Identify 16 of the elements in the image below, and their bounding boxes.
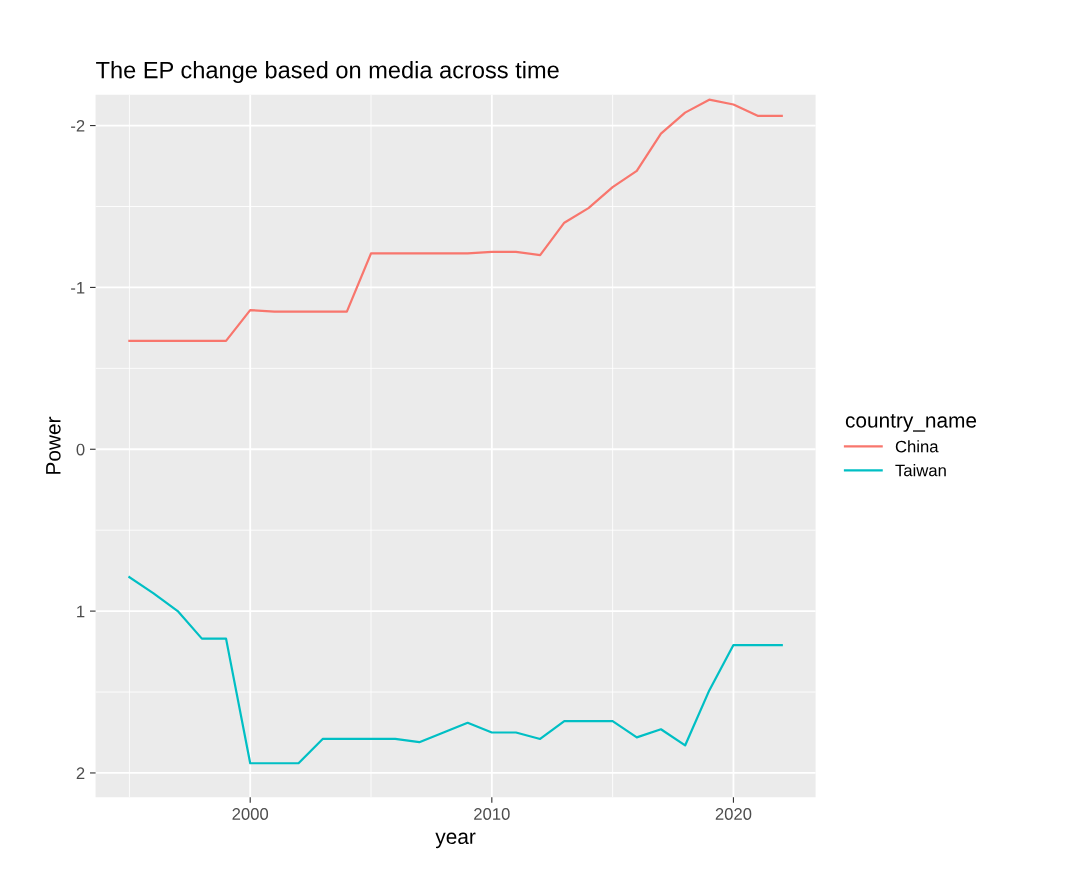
x-tick-label: 2010 (474, 808, 510, 820)
x-axis-title: year (435, 832, 476, 849)
y-tick-label: -2 (71, 119, 85, 132)
line-series (128, 98, 783, 342)
legend-label: Taiwan (895, 464, 946, 477)
legend-title: country_name (845, 414, 977, 432)
x-tick-label: 2020 (715, 808, 752, 820)
y-tick-label: -1 (71, 281, 85, 294)
x-tick-label: 2000 (232, 808, 269, 820)
y-axis-title: Power (46, 416, 61, 474)
y-tick-label: 2 (76, 767, 85, 779)
y-tick-label: 1 (77, 605, 85, 618)
legend-label: China (895, 440, 939, 453)
y-tick-label: 0 (76, 443, 85, 456)
chart-title: The EP change based on media across time (96, 61, 559, 84)
line-series (128, 576, 783, 765)
